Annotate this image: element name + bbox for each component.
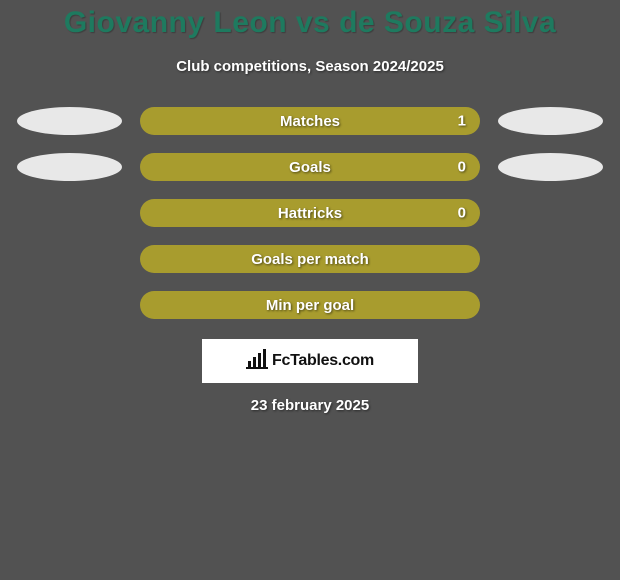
bar-chart-icon xyxy=(246,349,268,374)
stat-row: Matches 1 xyxy=(0,107,620,135)
logo-text: FcTables.com xyxy=(272,352,374,370)
stat-bar: Goals 0 xyxy=(140,153,480,181)
stat-bar: Matches 1 xyxy=(140,107,480,135)
stat-row: Goals 0 xyxy=(0,153,620,181)
right-ellipse xyxy=(498,107,603,135)
stat-label: Goals per match xyxy=(251,251,369,268)
stat-bar: Hattricks 0 xyxy=(140,199,480,227)
stat-row: Min per goal xyxy=(0,291,620,319)
left-ellipse xyxy=(17,107,122,135)
date-label: 23 february 2025 xyxy=(0,397,620,414)
stat-value: 0 xyxy=(458,159,466,176)
stat-row: Goals per match xyxy=(0,245,620,273)
stat-row: Hattricks 0 xyxy=(0,199,620,227)
stat-label: Min per goal xyxy=(266,297,354,314)
stat-value: 1 xyxy=(458,113,466,130)
logo-box: FcTables.com xyxy=(202,339,418,383)
page-title: Giovanny Leon vs de Souza Silva xyxy=(0,6,620,40)
right-ellipse xyxy=(498,153,603,181)
stat-bar: Goals per match xyxy=(140,245,480,273)
subtitle: Club competitions, Season 2024/2025 xyxy=(0,58,620,75)
stat-label: Hattricks xyxy=(278,205,342,222)
stat-label: Goals xyxy=(289,159,331,176)
stat-bar: Min per goal xyxy=(140,291,480,319)
left-ellipse xyxy=(17,153,122,181)
stat-value: 0 xyxy=(458,205,466,222)
stat-rows: Matches 1 Goals 0 Hattricks 0 Goals per match M… xyxy=(0,107,620,319)
stat-label: Matches xyxy=(280,113,340,130)
comparison-infographic: Giovanny Leon vs de Souza Silva Club com… xyxy=(0,0,620,414)
